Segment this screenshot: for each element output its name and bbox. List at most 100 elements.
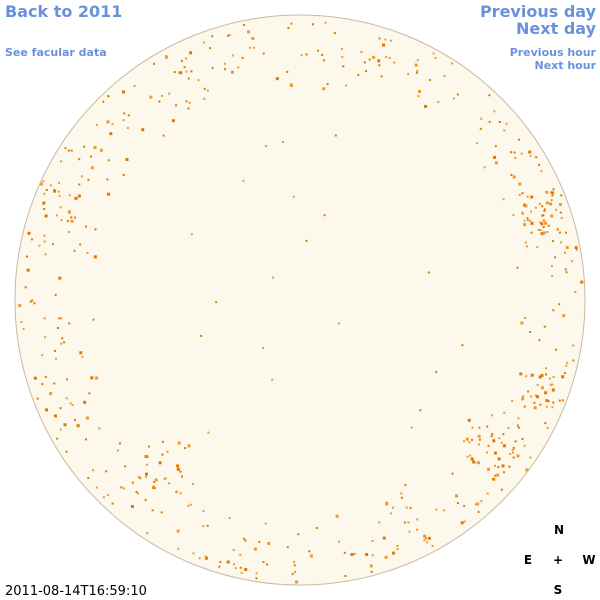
facula [122,119,125,122]
facula [474,461,477,464]
facula [297,533,300,536]
facula [49,184,52,187]
facula [153,487,156,490]
facular-link[interactable]: See facular data [5,46,107,59]
facula [516,424,519,427]
facula [502,198,505,201]
facula [308,550,311,553]
facula [158,461,162,465]
facula [204,556,208,560]
facula [535,156,538,159]
facula [494,145,497,148]
facula [224,68,227,71]
facula [131,481,134,484]
facula [487,467,490,471]
facula [78,183,81,186]
back-link[interactable]: Back to 2011 [5,2,122,21]
facula [365,70,368,73]
facula [267,542,271,545]
previous-day-link[interactable]: Previous day [480,2,597,21]
facula [400,492,403,495]
facula [27,231,31,235]
facula [76,424,80,428]
facula [463,520,466,523]
facula [493,110,496,113]
facula [38,244,41,247]
facula [111,502,114,505]
facula [503,129,506,132]
facula [241,56,244,59]
facula [370,570,373,573]
facula [565,271,568,274]
facula [122,90,125,94]
facula [158,100,161,103]
facula [519,372,523,376]
facula [149,95,153,99]
facula [517,417,520,420]
facula [237,66,240,69]
facula [341,56,344,59]
facula [322,59,325,62]
facula [294,571,296,573]
facula [295,580,298,584]
facula [350,553,354,556]
facula [73,216,76,219]
facula [528,150,532,154]
facula [233,563,235,566]
facula [405,506,408,509]
facula [396,548,399,550]
facula [512,175,516,179]
facula [511,399,514,402]
facula [460,521,464,525]
facula [463,440,465,443]
facula [58,194,61,197]
facula [165,55,168,58]
facula [543,210,546,212]
facula [563,372,566,375]
facula [148,445,150,448]
facula [561,375,565,379]
facula [239,566,242,569]
facula [321,53,324,56]
facula [175,104,178,107]
facula [59,206,62,209]
facula [471,438,474,441]
facula [378,37,381,40]
facula [551,193,554,196]
facula [92,469,95,472]
facula [230,70,234,74]
facula [218,565,221,568]
facula [540,170,543,173]
facula [552,375,555,378]
facula [187,504,190,507]
next-hour-link[interactable]: Next hour [535,59,597,72]
facula [87,178,90,181]
facula [540,222,544,226]
previous-hour-link[interactable]: Previous hour [510,46,597,59]
facula [55,357,57,360]
facula [166,450,169,453]
facula [552,309,555,312]
facula [466,455,469,458]
facula [63,341,66,344]
facula [546,231,549,233]
facula [29,300,32,303]
facula [533,401,536,404]
facula [385,501,389,505]
facula [106,178,109,181]
facula [18,304,22,307]
facula [538,375,542,379]
next-day-link[interactable]: Next day [516,19,597,38]
facula [175,491,177,494]
facula [79,243,82,246]
facula [139,477,142,480]
facula [171,119,175,123]
facula [64,147,67,150]
facula [232,548,235,551]
facula [292,195,295,198]
facula [427,536,431,540]
facula [500,488,503,491]
facula [404,484,407,487]
facula [478,438,481,441]
facula [393,61,396,64]
